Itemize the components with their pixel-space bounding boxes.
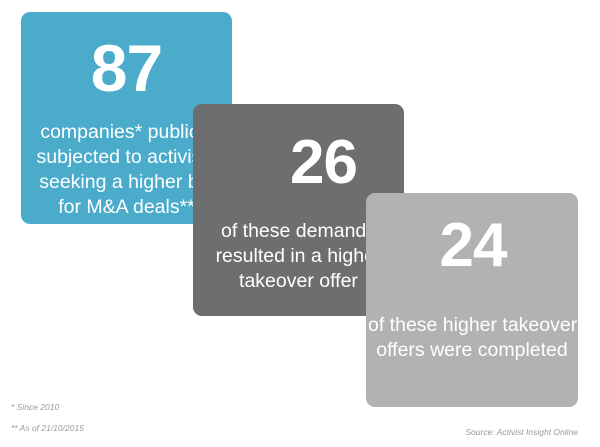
stat-number: 87 (90, 31, 163, 105)
stat-description: companies* publicly subjected to activis… (21, 101, 232, 220)
footnote-as-of: ** As of 21/10/2015 (11, 423, 84, 433)
stat-description-line: offers were completed (376, 339, 568, 361)
stat-description-line: resulted in a higher (215, 245, 382, 267)
stat-description-line: of these demands (220, 220, 377, 242)
stat-number: 26 (290, 128, 358, 197)
stat-description-line: for M&A deals** (58, 196, 195, 218)
stat-card-completed: 24 of these higher takeover offers were … (366, 193, 578, 407)
stat-description-line: of these higher takeover (368, 314, 578, 336)
stat-description-line: takeover offer (239, 270, 358, 292)
stat-description: of these higher takeover offers were com… (366, 277, 578, 363)
stat-description: of these demands resulted in a higher ta… (193, 194, 404, 294)
stat-description-line: companies* publicly (40, 121, 213, 143)
source-note: Source: Activist Insight Online (465, 427, 578, 437)
footnote-since: * Since 2010 (11, 402, 60, 412)
stat-number: 24 (439, 211, 508, 280)
stat-description-line: seeking a higher bid (39, 171, 214, 193)
stat-description-line: subjected to activists (36, 146, 217, 168)
